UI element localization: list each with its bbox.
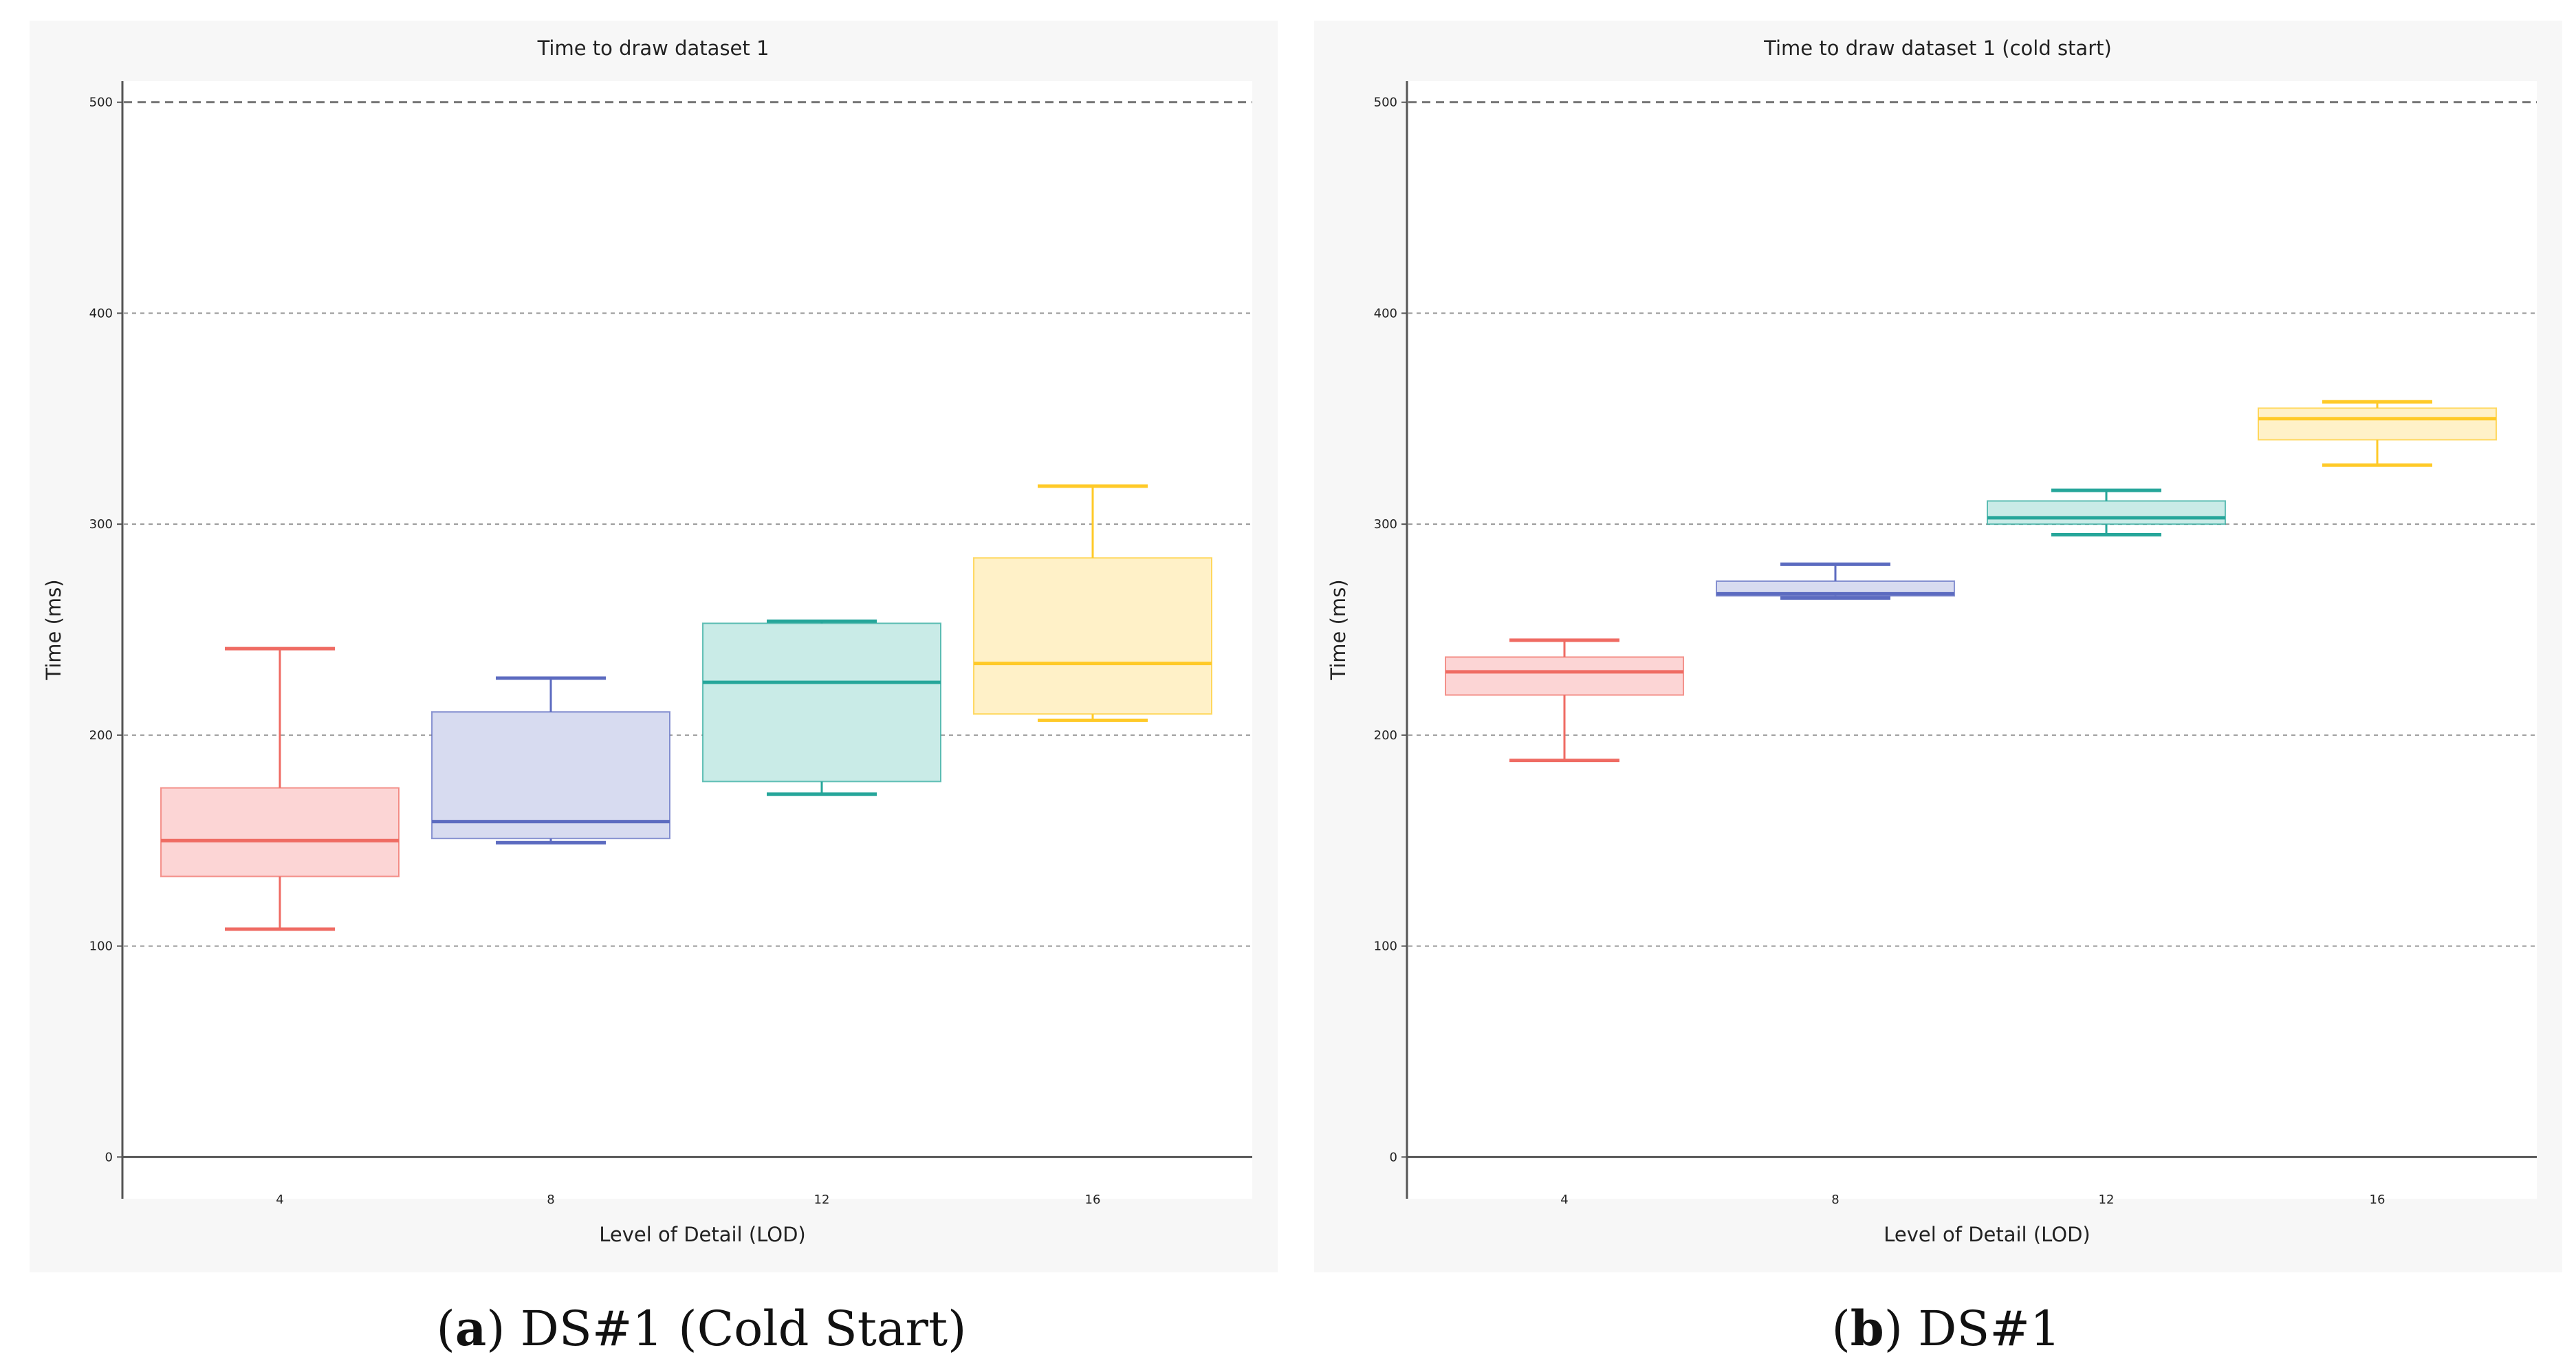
caption-a-text: ) DS#1 (Cold Start) bbox=[486, 1301, 967, 1357]
y-tick-label: 200 bbox=[1374, 728, 1397, 743]
x-axis-title: Level of Detail (LOD) bbox=[1884, 1223, 2091, 1246]
y-axis-title: Time (ms) bbox=[1327, 579, 1350, 680]
box-plot-b: 0 100 200 300 400 500 4 8 12 16 Time to draw datas… bbox=[1327, 36, 2537, 1246]
y-tick-label: 100 bbox=[89, 939, 113, 954]
y-tick-label: 500 bbox=[1374, 96, 1397, 110]
x-tick-label: 12 bbox=[2099, 1193, 2115, 1207]
chart-panel-b: 0 100 200 300 400 500 4 8 12 16 Time to draw datas… bbox=[1314, 21, 2562, 1272]
x-axis-title: Level of Detail (LOD) bbox=[599, 1223, 806, 1246]
box-iqr bbox=[431, 711, 670, 840]
box-iqr bbox=[2258, 407, 2497, 441]
caption-b-letter: b bbox=[1850, 1300, 1884, 1357]
caption-b: (b) DS#1 bbox=[1831, 1300, 2061, 1357]
box-iqr bbox=[973, 557, 1212, 715]
y-tick-label: 500 bbox=[89, 96, 113, 110]
y-tick-label: 300 bbox=[89, 517, 113, 532]
caption-a: (a) DS#1 (Cold Start) bbox=[436, 1300, 967, 1357]
box-iqr bbox=[160, 787, 400, 878]
x-tick-label: 8 bbox=[1831, 1193, 1839, 1207]
box-plot-a: 0 100 200 300 400 500 4 8 12 16 Time to draw datas… bbox=[42, 36, 1252, 1246]
y-tick-label: 400 bbox=[89, 306, 113, 320]
x-tick-label: 16 bbox=[2370, 1193, 2386, 1207]
x-tick-label: 16 bbox=[1085, 1193, 1101, 1207]
box-iqr bbox=[1445, 656, 1684, 696]
y-tick-label: 100 bbox=[1374, 939, 1397, 954]
x-tick-label: 4 bbox=[276, 1193, 283, 1207]
box-iqr bbox=[702, 622, 941, 783]
x-tick-label: 4 bbox=[1560, 1193, 1568, 1207]
chart-title: Time to draw dataset 1 (cold start) bbox=[1763, 36, 2112, 60]
y-tick-label: 400 bbox=[1374, 306, 1397, 320]
x-tick-label: 12 bbox=[814, 1193, 830, 1207]
y-tick-label: 0 bbox=[105, 1150, 113, 1164]
y-tick-label: 0 bbox=[1390, 1150, 1397, 1164]
chart-title: Time to draw dataset 1 bbox=[537, 36, 769, 60]
caption-a-letter: a bbox=[455, 1300, 487, 1357]
chart-panel-a: 0 100 200 300 400 500 4 8 12 16 Time to draw datas… bbox=[30, 21, 1278, 1272]
y-axis-title: Time (ms) bbox=[42, 579, 65, 680]
y-tick-label: 200 bbox=[89, 728, 113, 743]
box-iqr bbox=[1987, 500, 2226, 525]
caption-b-text: ) DS#1 bbox=[1884, 1301, 2061, 1357]
x-tick-label: 8 bbox=[547, 1193, 554, 1207]
y-tick-label: 300 bbox=[1374, 517, 1397, 532]
